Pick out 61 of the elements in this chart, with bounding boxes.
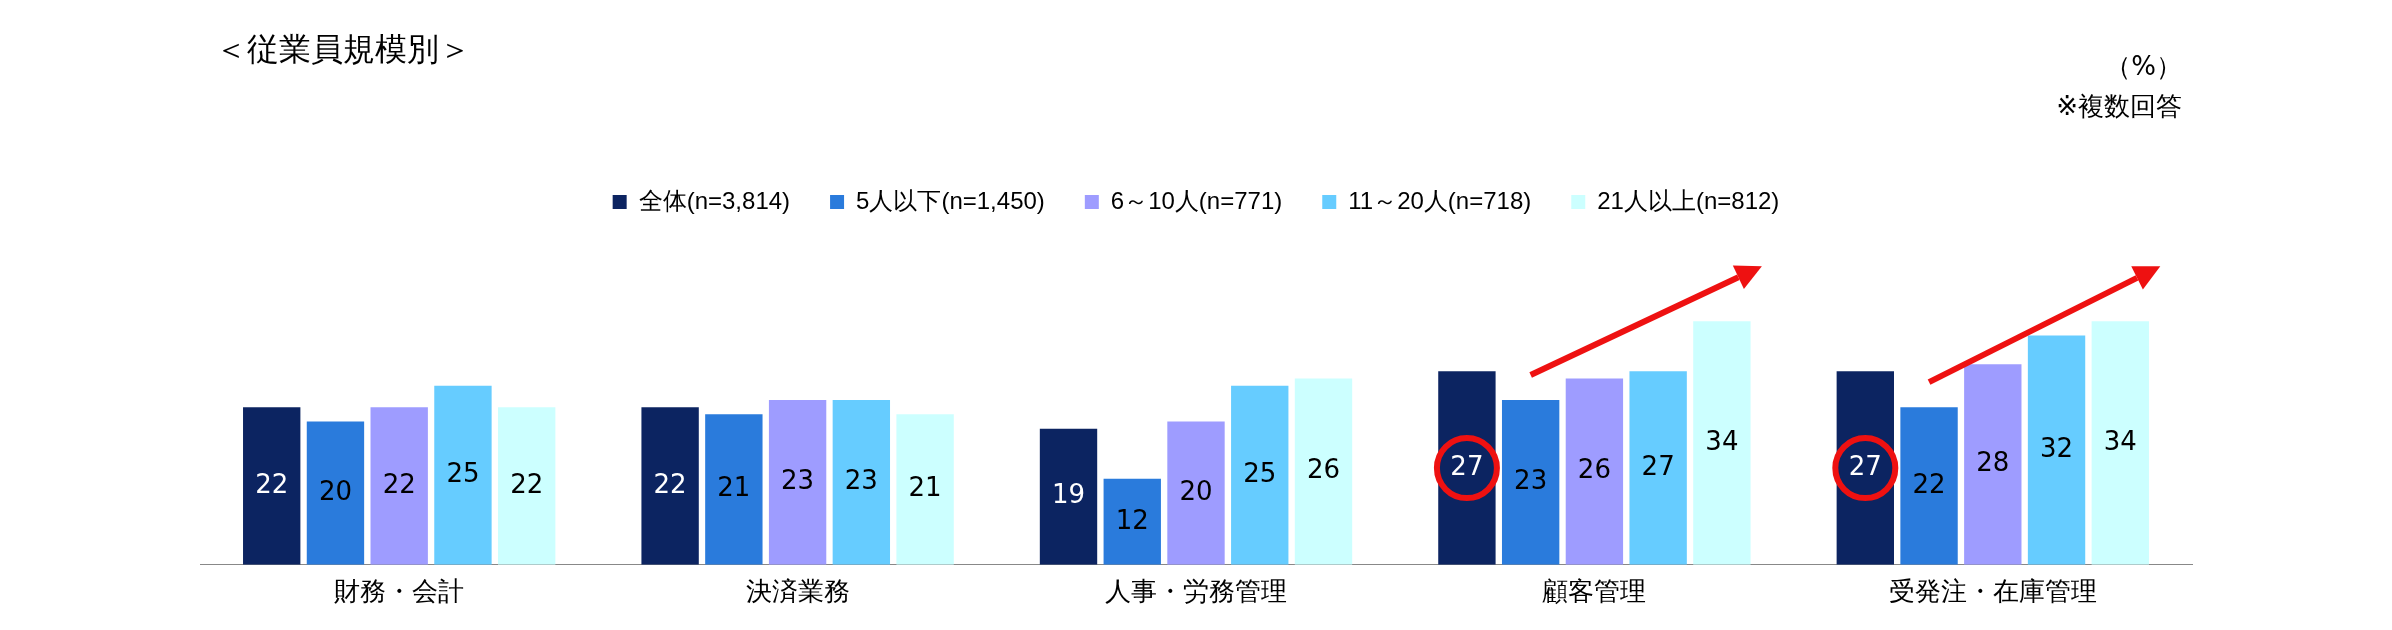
legend-label: 5人以下(n=1,450) <box>856 186 1045 214</box>
x-tick-label: 顧客管理 <box>1542 575 1647 606</box>
data-label: 20 <box>1179 475 1213 506</box>
data-label: 34 <box>2103 425 2137 456</box>
data-label: 23 <box>844 465 878 496</box>
bar <box>306 421 365 565</box>
bar <box>370 407 428 565</box>
bar <box>1039 428 1098 565</box>
data-label: 22 <box>510 468 544 499</box>
text: （%） <box>2104 50 2182 83</box>
data-label: 22 <box>653 468 687 499</box>
data-label: 34 <box>1705 425 1739 456</box>
data-label: 32 <box>2040 432 2074 463</box>
x-tick-label: 決済業務 <box>745 575 850 606</box>
data-label: 27 <box>1450 450 1484 481</box>
data-label: 22 <box>255 468 289 499</box>
data-label: 25 <box>1243 457 1277 488</box>
bar <box>2091 321 2149 565</box>
bar <box>896 414 954 565</box>
bar <box>1294 378 1353 565</box>
bar <box>1501 399 1560 565</box>
x-tick-label: 受発注・在庫管理 <box>1888 575 2097 606</box>
data-label: 21 <box>717 472 751 503</box>
bar <box>1231 385 1289 565</box>
data-label: 20 <box>318 475 352 506</box>
data-label: 28 <box>1976 447 2010 478</box>
legend-label: 11～20人(n=718) <box>1348 186 1532 214</box>
data-label: 27 <box>1848 450 1882 481</box>
data-label: 21 <box>908 472 942 503</box>
data-label: 25 <box>446 457 480 488</box>
x-tick-label: 財務・会計 <box>334 575 465 606</box>
bar <box>1629 371 1687 565</box>
bar <box>1565 378 1624 565</box>
data-label: 23 <box>781 465 815 496</box>
text: ※複数回答 <box>2056 90 2182 123</box>
data-label: 26 <box>1306 454 1341 485</box>
bar <box>768 399 827 565</box>
bar <box>1167 421 1225 565</box>
bar <box>832 399 891 565</box>
bar <box>434 385 492 565</box>
legend-label: 6～10人(n=771) <box>1110 186 1283 214</box>
bar <box>1900 407 1958 565</box>
bar <box>243 407 301 565</box>
bar <box>498 407 556 565</box>
bar <box>2027 335 2086 565</box>
bar <box>1964 364 2022 565</box>
bar <box>705 414 763 565</box>
data-label: 27 <box>1641 450 1675 481</box>
legend-label: 21人以上(n=812) <box>1597 186 1780 214</box>
data-label: 12 <box>1115 504 1149 535</box>
bar <box>1693 321 1751 565</box>
data-label: 23 <box>1514 465 1548 496</box>
data-label: 26 <box>1577 454 1611 485</box>
data-label: 19 <box>1051 479 1086 510</box>
data-label: 22 <box>1912 468 1946 499</box>
legend-label: 全体(n=3,814) <box>638 186 791 214</box>
x-tick-label: 人事・労務管理 <box>1105 575 1287 606</box>
data-label: 22 <box>382 468 416 499</box>
bar <box>641 407 699 565</box>
bar <box>1103 478 1161 565</box>
chart-title: ＜従業員規模別＞ <box>215 29 471 70</box>
